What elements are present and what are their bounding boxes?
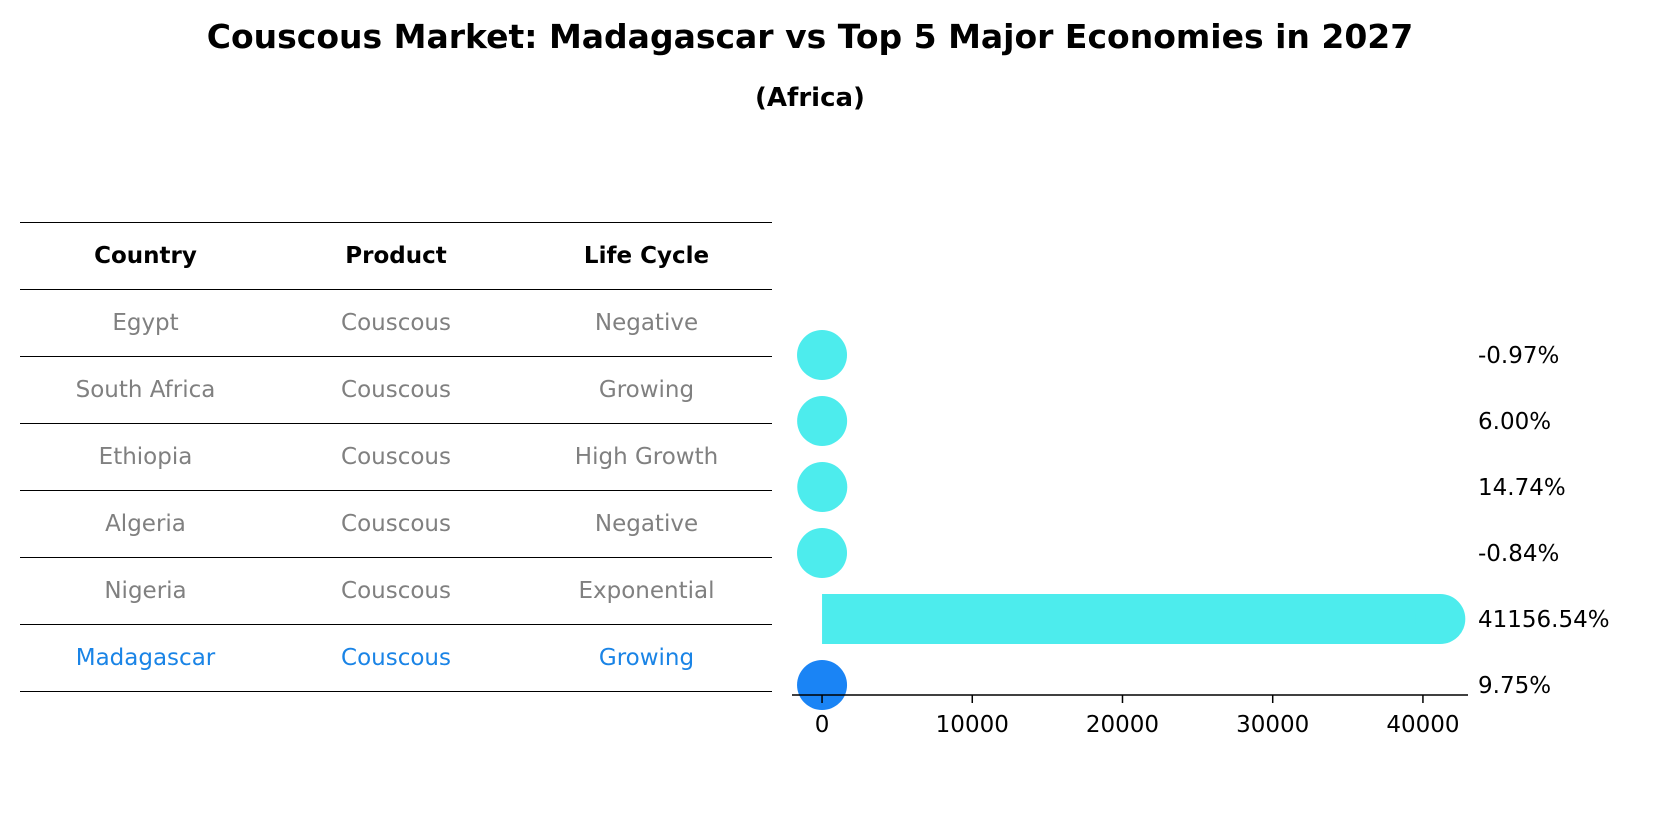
bar-cap-nigeria (1415, 594, 1466, 644)
cell-life-cycle: Exponential (521, 557, 772, 625)
cell-product: Couscous (271, 490, 521, 558)
cell-country: South Africa (20, 356, 271, 424)
bar-cap-algeria (797, 528, 848, 578)
cell-country: Nigeria (20, 557, 271, 625)
value-label-nigeria: 41156.54% (1478, 607, 1610, 633)
value-label-ethiopia: 14.74% (1478, 475, 1566, 501)
cell-life-cycle: Growing (521, 624, 772, 692)
table-row: Algeria Couscous Negative (20, 490, 772, 558)
cell-product: Couscous (271, 289, 521, 357)
bar-cap-egypt (797, 330, 848, 380)
x-tick-label: 30000 (1236, 712, 1309, 738)
x-tick-label: 20000 (1086, 712, 1159, 738)
chart-title: Couscous Market: Madagascar vs Top 5 Maj… (206, 17, 1414, 56)
table-row: South Africa Couscous Growing (20, 356, 772, 424)
cell-product: Couscous (271, 356, 521, 424)
chart-subtitle: (Africa) (755, 83, 865, 113)
value-label-algeria: -0.84% (1478, 541, 1559, 567)
bar-cap-south-africa (797, 396, 848, 446)
table-row: Nigeria Couscous Exponential (20, 557, 772, 625)
table-row-highlighted: Madagascar Couscous Growing (20, 624, 772, 692)
cell-life-cycle: Negative (521, 289, 772, 357)
value-label-south-africa: 6.00% (1478, 409, 1551, 435)
cell-country: Algeria (20, 490, 271, 558)
data-table: Country Product Life Cycle Egypt Couscou… (20, 222, 772, 692)
value-label-madagascar: 9.75% (1478, 673, 1551, 699)
cell-life-cycle: High Growth (521, 423, 772, 491)
cell-country: Egypt (20, 289, 271, 357)
header-country: Country (20, 222, 271, 290)
value-label-egypt: -0.97% (1478, 343, 1559, 369)
table-row: Egypt Couscous Negative (20, 289, 772, 357)
cell-country: Madagascar (20, 624, 271, 692)
cell-life-cycle: Negative (521, 490, 772, 558)
x-tick-label: 40000 (1386, 712, 1459, 738)
cell-product: Couscous (271, 624, 521, 692)
x-tick-label: 0 (815, 712, 830, 738)
header-product: Product (271, 222, 521, 290)
cell-country: Ethiopia (20, 423, 271, 491)
bar-cap-ethiopia (797, 462, 848, 512)
bar-nigeria (822, 594, 1441, 644)
header-life-cycle: Life Cycle (521, 222, 772, 290)
cell-product: Couscous (271, 423, 521, 491)
x-tick-label: 10000 (936, 712, 1009, 738)
cell-life-cycle: Growing (521, 356, 772, 424)
table-row: Ethiopia Couscous High Growth (20, 423, 772, 491)
table-header-row: Country Product Life Cycle (20, 222, 772, 290)
cell-product: Couscous (271, 557, 521, 625)
bar-cap-madagascar (797, 660, 848, 710)
